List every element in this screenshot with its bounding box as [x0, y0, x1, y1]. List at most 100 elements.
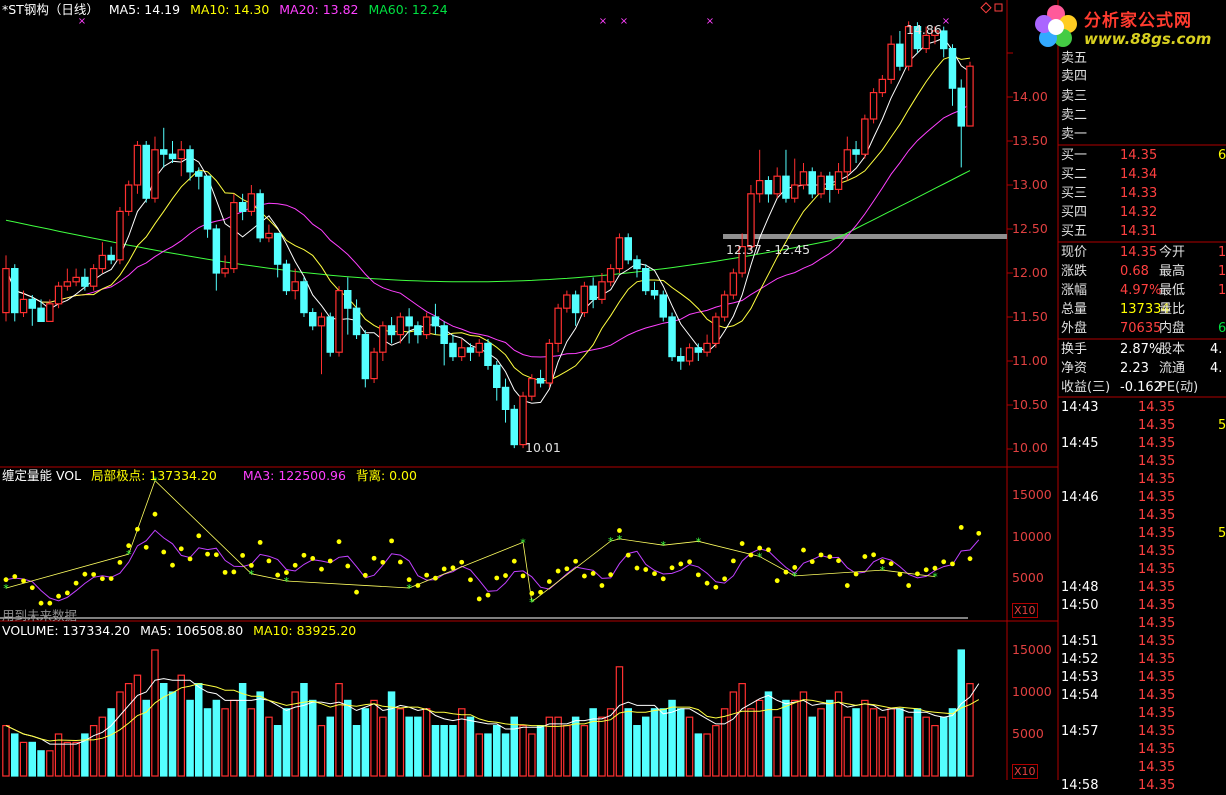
volume-bar: [589, 708, 597, 777]
stock-title[interactable]: *ST钢构（日线）: [2, 2, 99, 17]
volume-bar: [510, 716, 519, 777]
quote-label: 涨幅: [1061, 283, 1088, 298]
volume-bar: [764, 691, 773, 777]
candle-body: [580, 285, 589, 314]
buy-level-price: 14.35: [1120, 148, 1158, 163]
candle-body: [151, 149, 159, 199]
volume-bar: [195, 682, 203, 777]
tick-time: 14:57: [1061, 724, 1099, 739]
volume-bar: [300, 682, 308, 777]
candle-body: [221, 268, 229, 274]
volume-bar: [370, 699, 378, 777]
indicator-dot: [494, 575, 500, 581]
indicator-dot: [231, 569, 237, 575]
volume-bar: [571, 716, 580, 777]
candle-body: [238, 202, 247, 213]
indicator-dot: [722, 576, 728, 582]
indicator-dot: [862, 554, 868, 559]
indicator-dot: [844, 583, 850, 588]
volume-bar: [11, 733, 19, 777]
tick-time: 14:48: [1061, 580, 1099, 595]
volume-bar: [203, 708, 212, 777]
tick-price: 14.35: [1138, 616, 1176, 631]
volume-bar: [720, 708, 729, 777]
indicator-dot: [582, 573, 587, 579]
volume-bar: [28, 741, 37, 777]
tick-time: 14:53: [1061, 670, 1099, 685]
logo-url[interactable]: www.88gs.com: [1084, 30, 1212, 48]
volume-bar: [449, 724, 457, 777]
candle-body: [2, 268, 10, 314]
fund-label: PE(动): [1159, 380, 1199, 395]
indicator-name[interactable]: 缠定量能 VOL: [2, 468, 82, 483]
indicator-tick: 15000: [1012, 487, 1052, 502]
pivot-star: *: [696, 535, 702, 548]
indicator-dot: [801, 547, 806, 553]
indicator-dot: [879, 559, 885, 565]
volume-bar: [922, 716, 930, 777]
candle-body: [545, 342, 554, 384]
volume-bar: [238, 682, 247, 777]
price-tick: 12.50: [1012, 221, 1048, 236]
quote-value: 14.35: [1120, 245, 1158, 260]
fund-value: 2.87%: [1120, 342, 1162, 357]
volume-bar: [484, 733, 492, 777]
quote-label: 总量: [1061, 302, 1088, 317]
price-tick: 11.00: [1012, 353, 1048, 368]
indicator-dot: [292, 562, 298, 568]
candle-body: [887, 43, 895, 81]
indicator-dot: [380, 559, 386, 565]
volume-bar: [273, 724, 282, 777]
candle-body: [309, 312, 317, 327]
quote-label: 最低: [1159, 283, 1186, 298]
volume-bar: [168, 691, 177, 777]
volume-bar: [212, 699, 221, 777]
volume-tick: 15000: [1012, 642, 1052, 657]
sell-level: 卖四: [1061, 69, 1088, 84]
volume-bar: [265, 716, 273, 777]
quote-value: 1: [1218, 283, 1226, 298]
indicator-dot: [871, 552, 876, 558]
indicator-dot: [3, 577, 9, 583]
indicator-dot: [853, 571, 859, 577]
quote-value: 4.97%: [1120, 283, 1162, 298]
volume-bar: [808, 716, 816, 777]
indicator-dot: [21, 578, 26, 584]
tick-time: 14:43: [1061, 400, 1099, 415]
indicator-dot: [459, 559, 465, 565]
candle-body: [536, 378, 545, 384]
price-tick: 10.50: [1012, 397, 1048, 412]
volume-bar: [54, 733, 63, 777]
candle-body: [843, 149, 852, 173]
volume-bar: [755, 699, 764, 777]
volume-bar: [81, 733, 89, 777]
volume-ma5-line: [5, 678, 980, 745]
candle-body: [782, 175, 790, 199]
volume-bar: [335, 682, 343, 777]
indicator-dot: [520, 573, 526, 579]
tick-price: 14.35: [1138, 634, 1176, 649]
volume-bar: [790, 699, 799, 777]
volume-bar: [703, 733, 711, 777]
indicator-dot: [336, 539, 342, 545]
volume-bar: [817, 708, 825, 777]
indicator-dot: [433, 575, 438, 581]
pivot-star: *: [932, 571, 938, 584]
buy-level-label: 买二: [1061, 167, 1088, 182]
volume-bar: [317, 724, 326, 777]
candle-body: [19, 298, 28, 314]
buy-level-price: 14.32: [1120, 205, 1158, 220]
candle-body: [668, 316, 676, 358]
candle-body: [571, 294, 580, 314]
volume-bar: [326, 716, 335, 777]
future-data-note: 用到未来数据: [2, 608, 78, 623]
volume-bar: [615, 666, 624, 777]
indicator-dot: [774, 578, 780, 584]
tick-price: 14.35: [1138, 562, 1176, 577]
volume-bar: [2, 724, 10, 777]
indicator-dot: [906, 583, 912, 588]
volume-bar: [177, 674, 186, 777]
indicator-dot: [275, 572, 281, 578]
indicator-dot: [354, 589, 359, 595]
tick-price: 14.35: [1138, 670, 1176, 685]
